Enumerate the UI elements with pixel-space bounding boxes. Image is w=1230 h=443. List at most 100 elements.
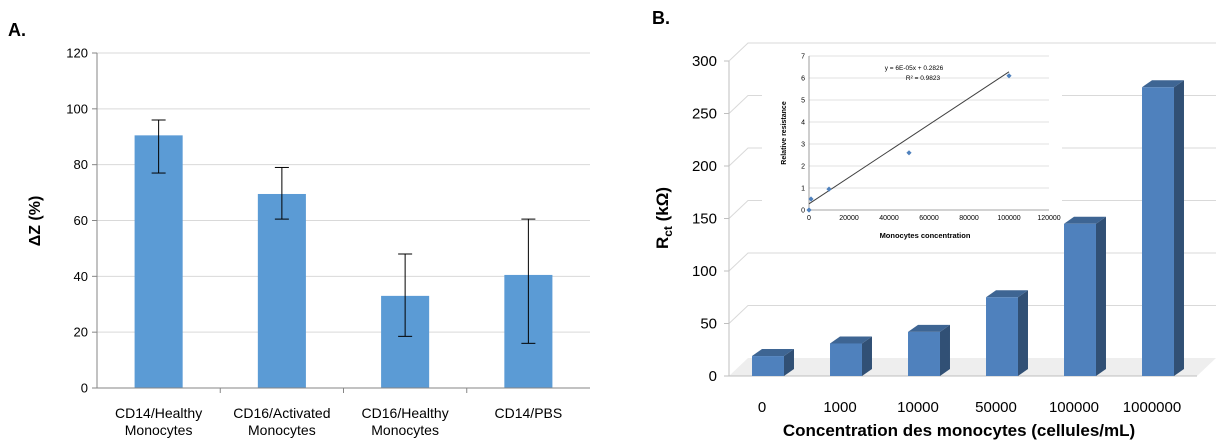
chart-b-bar-side <box>1095 216 1106 376</box>
chart-b-inset: 0 1 2 3 4 5 6 7 0 20000 40000 60000 80000 100000 1200… <box>762 44 1062 244</box>
inset-point <box>906 150 912 156</box>
chart-a-y-tick-label: 60 <box>74 213 88 228</box>
inset-y-tick-label: 2 <box>801 164 805 171</box>
chart-b-bar <box>908 324 950 376</box>
inset-x-tick-label: 100000 <box>997 215 1020 222</box>
chart-b-y-label-sub: ct <box>661 226 675 237</box>
inset-x-tick-label: 120000 <box>1037 215 1060 222</box>
inset-y-tick-label: 0 <box>801 208 805 215</box>
chart-b-bar-front <box>986 297 1018 376</box>
chart-b-bar-front <box>908 331 940 376</box>
chart-a-x-tick-label: CD14/Healthy <box>115 405 202 421</box>
chart-a-y-tick-label: 80 <box>74 157 88 172</box>
inset-y-label: Relative resistance <box>781 101 788 165</box>
chart-a-x-tick-label: CD16/Healthy <box>362 405 449 421</box>
chart-b-gridline <box>728 252 1216 272</box>
chart-b-bar-top <box>752 349 794 357</box>
inset-y-ticks: 0 1 2 3 4 5 6 7 <box>801 54 805 215</box>
chart-b-bar-front <box>1142 87 1174 376</box>
chart-a-y-tick-label: 20 <box>74 325 88 340</box>
panel-label-b: B. <box>652 8 670 28</box>
inset-trendline <box>808 71 1010 205</box>
inset-x-label: Monocytes concentration <box>880 231 971 240</box>
inset-x-tick-label: 20000 <box>839 215 859 222</box>
chart-b-x-label: Concentration des monocytes (cellules/mL… <box>783 421 1135 440</box>
inset-x-tick-label: 80000 <box>959 215 979 222</box>
inset-x-tick-label: 60000 <box>919 215 939 222</box>
chart-b-bar-side <box>1017 290 1028 376</box>
inset-points <box>806 73 1012 213</box>
chart-b-gridline <box>728 42 1216 62</box>
inset-x-ticks: 0 20000 40000 60000 80000 100000 120000 <box>807 215 1061 222</box>
chart-a-x-tick-label: Monocytes <box>125 422 193 438</box>
inset-x-tick-label: 0 <box>807 215 811 222</box>
chart-a-y-tick-label: 40 <box>74 269 88 284</box>
chart-b-x-tick-label: 50000 <box>975 399 1017 416</box>
inset-y-tick-label: 5 <box>801 98 805 105</box>
chart-b-bar-side <box>861 336 872 376</box>
chart-a-x-tick-label: CD14/PBS <box>495 405 563 421</box>
chart-b-bar <box>1142 80 1184 376</box>
chart-b-y-tick-label: 100 <box>692 263 717 280</box>
chart-a-x-ticks: CD14/HealthyMonocytesCD16/ActivatedMonoc… <box>115 388 562 438</box>
chart-b-gridline <box>728 305 1216 324</box>
chart-b-bar-top <box>986 290 1028 298</box>
chart-a-bars <box>134 135 553 388</box>
chart-b-bar-front <box>1064 223 1096 376</box>
chart-b-bar-side <box>939 324 950 376</box>
chart-a-y-tick-label: 0 <box>81 381 88 396</box>
chart-b-bar <box>830 336 872 376</box>
inset-y-tick-label: 1 <box>801 186 805 193</box>
inset-point <box>808 196 814 202</box>
chart-b-y-label: Rct (kΩ) <box>653 187 675 249</box>
chart-a-y-tick-label: 100 <box>66 101 88 116</box>
chart-b-y-tick-label: 50 <box>700 316 717 333</box>
inset-y-tick-label: 6 <box>801 76 805 83</box>
inset-point <box>826 186 832 192</box>
chart-a-x-tick-label: Monocytes <box>371 422 439 438</box>
inset-y-tick-label: 7 <box>801 54 805 61</box>
chart-b-bar-side <box>783 349 794 376</box>
chart-a-x-tick-label: CD16/Activated <box>233 405 330 421</box>
chart-b-x-tick-label: 100000 <box>1049 399 1099 416</box>
inset-point <box>806 207 812 213</box>
chart-b-bar-top <box>830 336 872 344</box>
chart-b-y-label-unit: (kΩ) <box>653 187 672 226</box>
chart-a-y-ticks: 0 20 40 60 80 100 120 <box>66 46 97 396</box>
chart-b-y-tick-label: 0 <box>709 368 717 385</box>
chart-b-bar-front <box>830 343 862 376</box>
chart-b-y-tick-label: 250 <box>692 106 717 123</box>
chart-b-x-tick-label: 1000000 <box>1123 399 1181 416</box>
chart-b-bar <box>1064 216 1106 376</box>
inset-equation: y = 6E-05x + 0.2826 <box>885 65 944 72</box>
inset-y-tick-label: 3 <box>801 142 805 149</box>
chart-b-x-tick-label: 10000 <box>897 399 939 416</box>
chart-b-x-tick-label: 0 <box>758 399 766 416</box>
inset-point <box>1006 73 1012 79</box>
chart-b-bar <box>752 349 794 376</box>
chart-b-bar-front <box>752 356 784 376</box>
chart-b-bar-top <box>908 324 950 332</box>
chart-a-bar <box>134 135 183 388</box>
chart-b-x-tick-label: 1000 <box>823 399 856 416</box>
inset-x-tick-label: 40000 <box>879 215 899 222</box>
chart-a-error-bars <box>151 119 536 344</box>
chart-b-bar-side <box>1173 80 1184 376</box>
chart-a-bar <box>257 193 306 388</box>
chart-b-y-tick-label: 200 <box>692 158 717 175</box>
chart-b-bars <box>752 80 1184 376</box>
chart-a-x-tick-label: Monocytes <box>248 422 316 438</box>
chart-b-bar <box>986 290 1028 376</box>
chart-a-y-tick-label: 120 <box>66 46 88 61</box>
chart-b-y-tick-label: 300 <box>692 53 717 70</box>
chart-b-y-ticks: 0 50 100 150 200 250 300 <box>692 53 729 385</box>
chart-b-bar-top <box>1142 80 1184 88</box>
panel-label-a: A. <box>8 20 26 40</box>
chart-b-x-ticks: 0 1000 10000 50000 100000 1000000 <box>758 399 1181 416</box>
chart-b-y-tick-label: 150 <box>692 211 717 228</box>
chart-a-y-label: ΔZ (%) <box>27 196 44 247</box>
chart-b-y-label-main: R <box>653 237 672 249</box>
